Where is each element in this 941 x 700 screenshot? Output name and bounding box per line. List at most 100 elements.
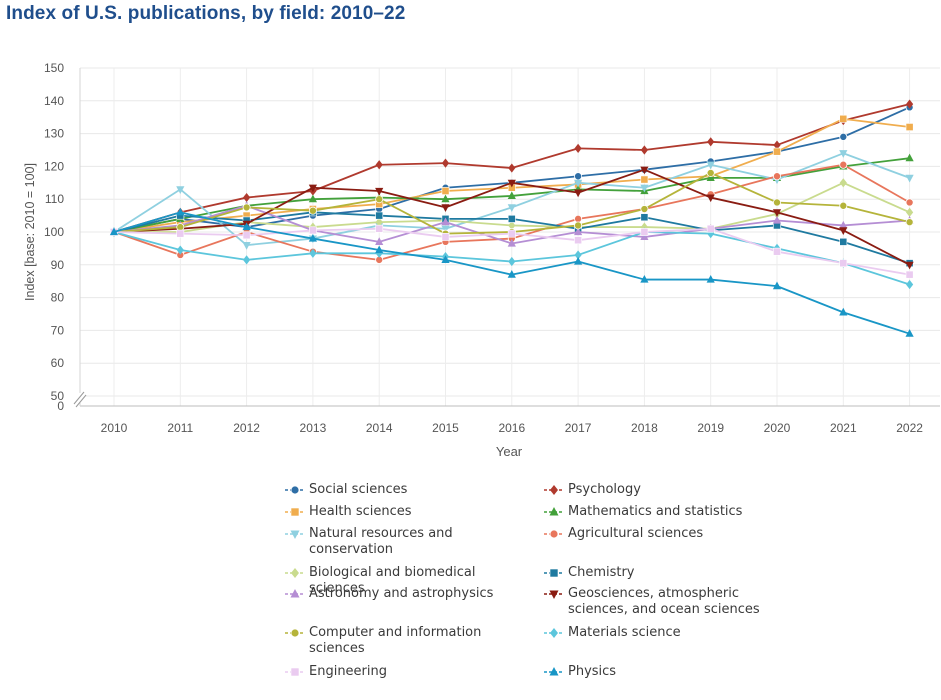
legend-marker-shape [290, 485, 300, 495]
data-point [109, 227, 119, 236]
data-point [574, 227, 583, 236]
data-point [839, 132, 848, 141]
legend-item-computer-sciences[interactable]: Computer and information sciences [284, 625, 484, 657]
legend-marker-shape [550, 485, 558, 495]
x-tick-label: 2019 [697, 421, 724, 435]
data-point [640, 145, 648, 155]
data-point [308, 194, 317, 203]
legend-item-agricultural-sciences[interactable]: Agricultural sciences [543, 526, 773, 542]
data-point [905, 153, 914, 162]
axis-break-mask [74, 393, 86, 403]
legend-marker [285, 485, 305, 495]
legend-item-psychology[interactable]: Psychology [543, 482, 773, 498]
data-point [905, 329, 914, 337]
data-point [574, 172, 583, 181]
legend-marker [544, 667, 564, 676]
data-point [574, 236, 582, 245]
data-point [508, 256, 516, 267]
data-point [441, 158, 450, 168]
data-point [507, 270, 516, 278]
legend-marker-shape [290, 667, 300, 677]
legend-item-physics[interactable]: Physics [543, 664, 773, 680]
data-point [773, 140, 781, 150]
legend-marker-shape [291, 568, 299, 578]
data-point [243, 255, 251, 265]
data-point [176, 186, 185, 194]
data-point [574, 179, 583, 188]
data-point [508, 220, 516, 231]
legend-marker-shape [549, 667, 559, 676]
legend-marker [285, 628, 305, 638]
y-tick-label: 130 [44, 127, 64, 141]
y-tick-label: 100 [44, 225, 64, 239]
data-point [308, 206, 317, 215]
data-point [640, 184, 649, 193]
data-point [508, 163, 516, 173]
legend-marker-shape [550, 628, 558, 638]
data-point [242, 242, 251, 250]
series-psychology [110, 99, 914, 237]
x-tick-label: 2013 [300, 421, 327, 435]
data-point [176, 223, 185, 232]
data-point [905, 174, 914, 183]
y-tick-label: 70 [51, 323, 65, 337]
y-tick-label: 110 [45, 192, 64, 206]
x-axis-title: Year [496, 444, 523, 459]
data-point [441, 187, 450, 195]
x-tick-label: 2022 [896, 421, 923, 435]
legend-item-social-sciences[interactable]: Social sciences [284, 482, 514, 498]
data-point [640, 274, 649, 283]
data-point [839, 201, 848, 210]
axis-break-mark [73, 391, 85, 405]
legend-marker-shape [549, 590, 559, 599]
data-point [507, 214, 516, 223]
y-tick-label: 90 [51, 258, 65, 272]
legend-item-astronomy[interactable]: Astronomy and astrophysics [284, 586, 534, 602]
legend-label: Engineering [309, 664, 387, 679]
legend-item-geosciences[interactable]: Geosciences, atmospheric sciences, and o… [543, 586, 773, 618]
legend-item-chemistry[interactable]: Chemistry [543, 565, 773, 581]
data-point [772, 215, 782, 224]
legend-marker [544, 628, 564, 638]
data-point [375, 224, 384, 233]
data-point [441, 204, 450, 212]
legend-label: Astronomy and astrophysics [309, 586, 494, 601]
data-point [839, 114, 848, 123]
legend-item-biological-sciences[interactable]: Biological and biomedical sciences [284, 565, 534, 597]
data-point [773, 198, 782, 207]
data-point [574, 143, 582, 153]
data-point [375, 237, 384, 245]
data-point [839, 227, 848, 235]
data-point [441, 255, 450, 263]
data-point [574, 256, 583, 265]
legend-item-health-sciences[interactable]: Health sciences [284, 504, 514, 520]
data-point [839, 150, 848, 158]
data-point [640, 175, 649, 184]
data-point [905, 198, 914, 207]
data-point [441, 233, 450, 241]
data-point [441, 225, 450, 234]
data-point [507, 238, 516, 247]
axis-break-mark [75, 394, 87, 408]
legend-item-materials-science[interactable]: Materials science [543, 625, 773, 641]
legend-item-engineering[interactable]: Engineering [284, 664, 514, 680]
data-point [773, 172, 782, 181]
legend-marker-shape [549, 507, 559, 516]
data-point [773, 147, 781, 156]
legend-item-mathematics-and-statistics[interactable]: Mathematics and statistics [543, 504, 773, 520]
legend-label: Agricultural sciences [568, 526, 704, 541]
data-point [574, 250, 582, 260]
data-point [375, 245, 384, 254]
data-point [640, 213, 649, 222]
legend-label: Chemistry [568, 565, 635, 580]
legend-marker [544, 568, 564, 578]
y-tick-label: 0 [57, 399, 64, 413]
legend-item-natural-resources[interactable]: Natural resources and conservation [284, 526, 484, 558]
y-tick-label: 80 [51, 291, 65, 305]
legend-label: Physics [568, 664, 617, 679]
legend-marker [285, 507, 305, 517]
data-point [640, 205, 649, 214]
data-point [242, 231, 251, 240]
legend-label: Materials science [568, 625, 681, 640]
